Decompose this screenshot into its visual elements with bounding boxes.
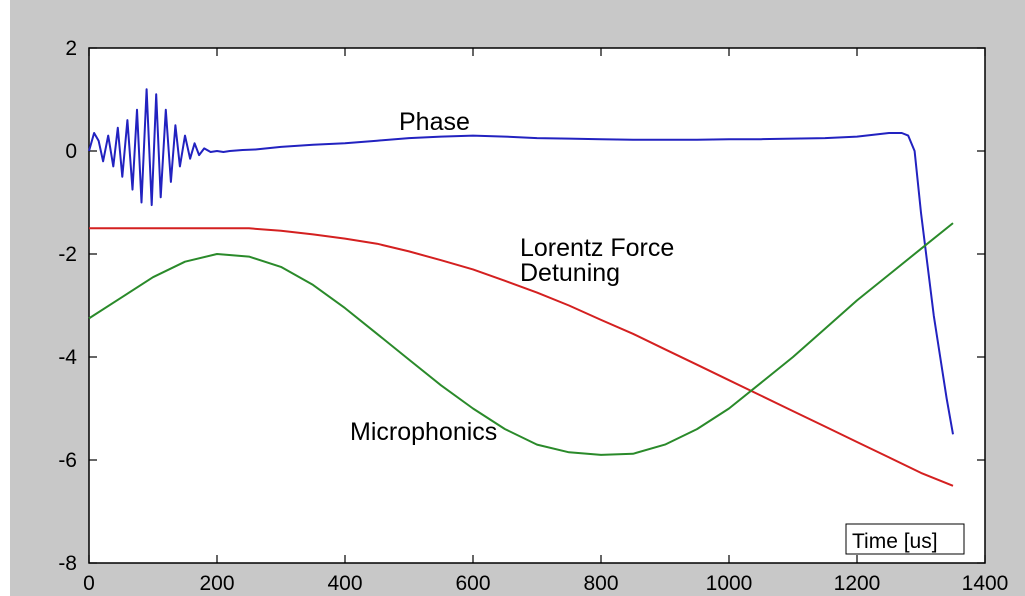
x-tick-label: 400	[327, 572, 362, 595]
series-line-lorentz	[89, 227, 954, 487]
x-tick-label: 600	[455, 572, 490, 595]
y-tick-label: -4	[58, 346, 77, 369]
x-tick-label: 1200	[834, 572, 881, 595]
x-tick-label: 200	[199, 572, 234, 595]
series-line-microphonics	[88, 222, 954, 456]
xlabel-box	[845, 523, 965, 555]
annotation-lorentz-line2: Detuning	[520, 259, 620, 287]
annotation-phase: Phase	[399, 108, 470, 136]
left-border-strip	[0, 0, 10, 596]
annotation-microphonics: Microphonics	[350, 418, 497, 446]
y-tick-label: -2	[58, 243, 77, 266]
series-group	[88, 88, 954, 487]
x-tick-label: 1000	[706, 572, 753, 595]
axis-tick-labels: 0 200 400 600 800 1000 1200 1400 2 0 -2 -4 -6 -8	[58, 37, 1008, 595]
x-axis-label: Time [us]	[852, 530, 938, 553]
x-tick-label: 0	[83, 572, 95, 595]
y-tick-label: 2	[65, 37, 77, 60]
y-tick-label: 0	[65, 140, 77, 163]
axis-ticks	[88, 47, 986, 564]
plot-area	[88, 47, 986, 564]
y-tick-label: -6	[58, 449, 77, 472]
x-tick-label: 800	[583, 572, 618, 595]
x-tick-label: 1400	[962, 572, 1009, 595]
annotation-lorentz-line1: Lorentz Force	[520, 234, 674, 262]
y-tick-label: -8	[58, 552, 77, 575]
series-line-phase	[88, 88, 954, 435]
